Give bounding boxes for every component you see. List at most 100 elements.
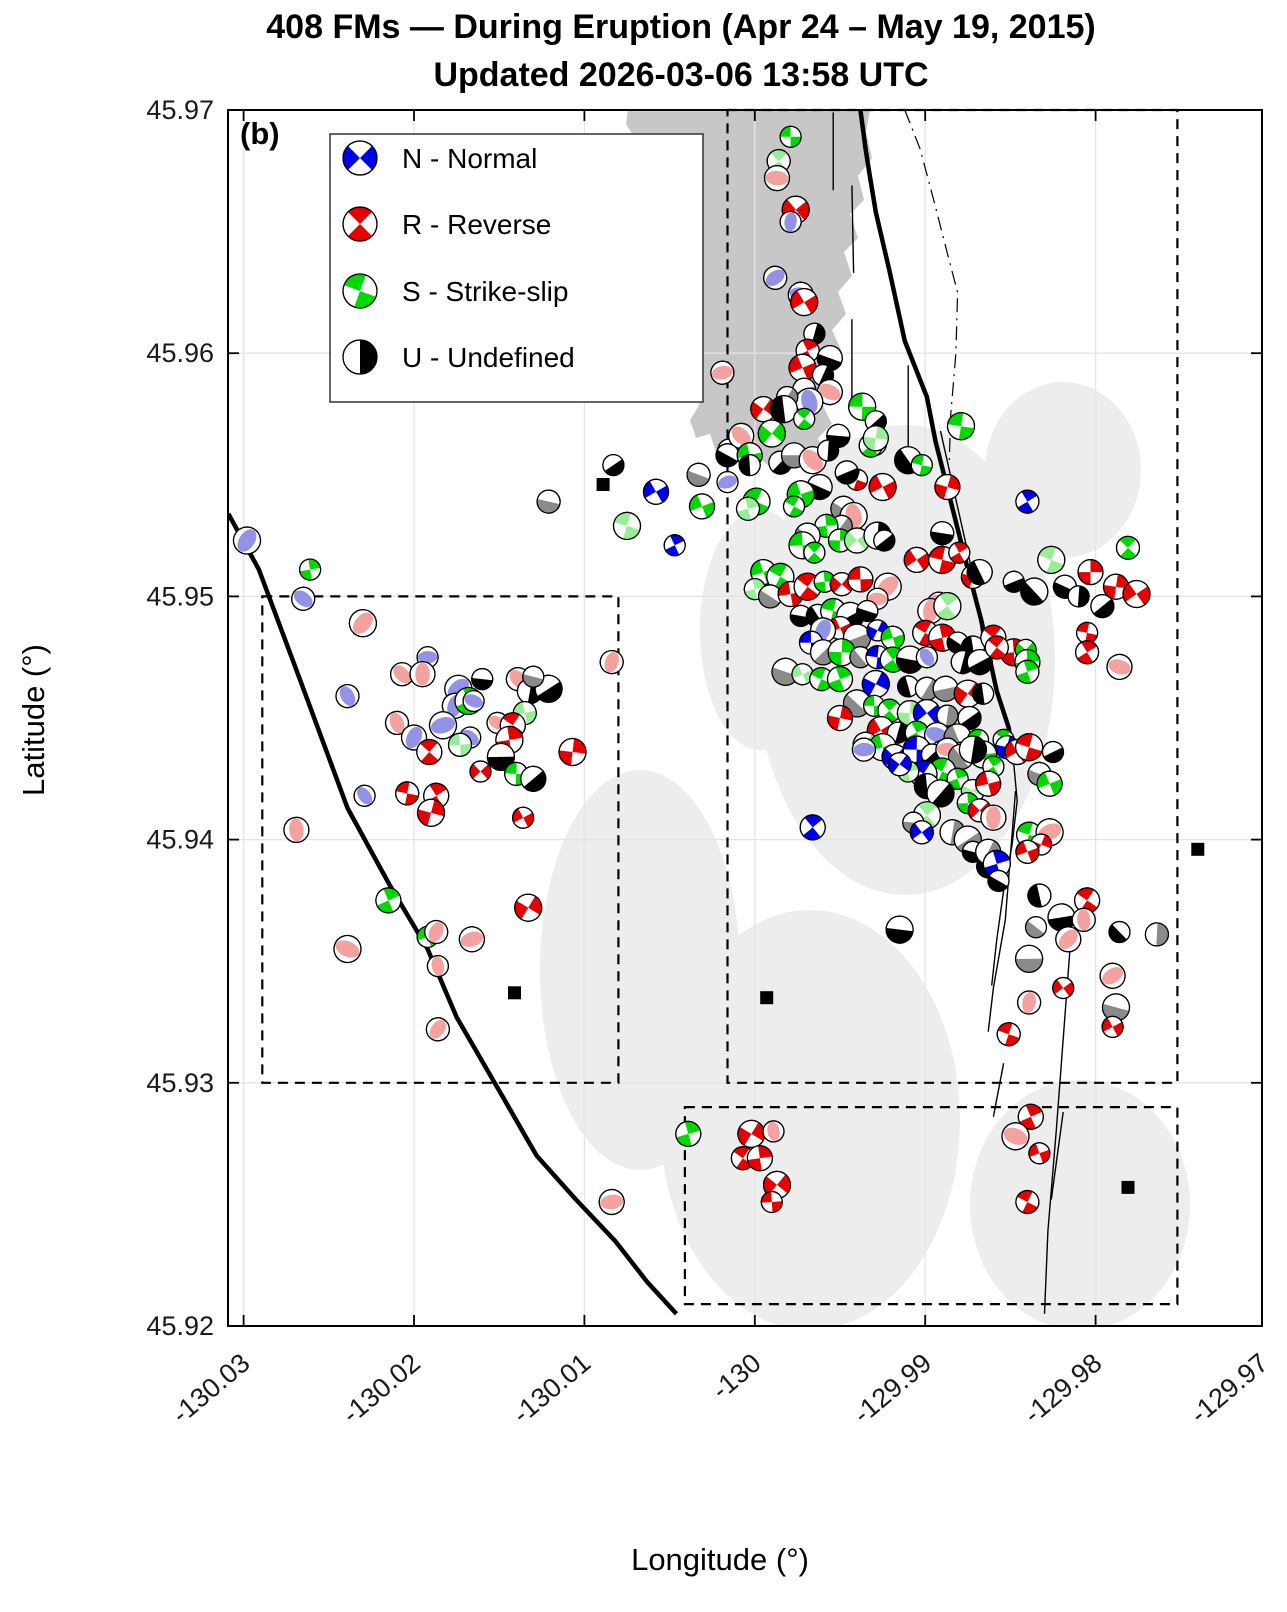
focal-mechanism-r <box>348 609 377 638</box>
focal-mechanism-S <box>946 412 976 441</box>
focal-mechanism-n <box>428 711 458 740</box>
focal-mechanism-N <box>982 849 1011 879</box>
y-tick-label: 45.95 <box>146 581 214 611</box>
caldera-wall-line <box>858 110 1017 765</box>
focal-mechanism-r <box>762 1120 785 1143</box>
focal-mechanism-s <box>735 496 761 521</box>
focal-mechanism-n <box>335 683 360 709</box>
focal-mechanism-R <box>868 472 897 502</box>
focal-mechanism-U <box>834 460 859 485</box>
focal-mechanism-S <box>803 541 826 564</box>
focal-mechanism-R <box>1074 640 1100 665</box>
focal-mechanism-R <box>395 781 420 806</box>
focal-mechanism-s <box>1037 545 1066 575</box>
focal-mechanism-s <box>843 527 871 554</box>
focal-mechanism-R <box>826 704 854 732</box>
focal-mechanism-u <box>757 584 783 609</box>
focal-mechanism-R <box>511 806 535 829</box>
focal-mechanism-u <box>522 665 545 688</box>
focal-mechanism-S <box>910 454 933 477</box>
focal-mechanism-u <box>914 676 940 701</box>
focal-mechanism-U <box>930 521 955 546</box>
focal-mechanism-U <box>987 869 1010 893</box>
axes-frame <box>227 109 1263 1327</box>
focal-mechanism-s <box>862 425 889 452</box>
focal-mechanism-R <box>558 737 587 767</box>
focal-mechanism-U <box>1020 577 1049 606</box>
focal-mechanism-r <box>980 804 1007 831</box>
focal-mechanism-R <box>1015 1189 1040 1215</box>
x-tick-label: -130.02 <box>336 1348 425 1430</box>
focal-mechanism-r <box>599 649 624 675</box>
fault-lines <box>228 110 1071 1316</box>
focal-mechanism-U <box>971 682 995 705</box>
y-tick-label: 45.96 <box>146 338 214 368</box>
focal-mechanism-n <box>779 210 802 233</box>
focal-mechanism-R <box>1015 839 1040 864</box>
y-tick-label: 45.92 <box>146 1311 214 1341</box>
legend-icon-S <box>342 273 378 309</box>
focal-mechanism-n <box>462 689 485 713</box>
focal-mechanism-N <box>799 814 826 841</box>
focal-mechanisms <box>232 125 1170 1216</box>
focal-mechanism-R <box>737 1119 766 1149</box>
focal-mechanism-r <box>426 954 449 978</box>
focal-mechanism-U <box>715 443 740 468</box>
focal-mechanism-N <box>912 698 942 728</box>
focal-mechanism-S <box>1036 770 1063 797</box>
focal-mechanism-r <box>1099 962 1126 989</box>
focal-mechanism-r <box>728 422 755 449</box>
station-square <box>760 991 774 1005</box>
focal-mechanism-R <box>1101 1015 1124 1039</box>
focal-mechanism-U <box>471 667 494 691</box>
x-tick-label: -129.98 <box>1018 1348 1107 1430</box>
station-square <box>1191 842 1205 856</box>
legend: N - Normal R - Reverse S - Strike-slip U… <box>329 133 704 403</box>
focal-mechanism-n <box>291 586 316 611</box>
x-tick-label: -130.03 <box>166 1348 255 1430</box>
focal-mechanism-r <box>1055 926 1082 953</box>
focal-mechanism-n <box>763 265 788 290</box>
x-tick-label: -130 <box>706 1348 767 1406</box>
panel-label: (b) <box>240 116 280 151</box>
figure-title: 408 FMs — During Eruption (Apr 24 – May … <box>266 8 1096 46</box>
focal-mechanism-r <box>710 360 735 385</box>
focal-mechanism-R <box>1075 621 1099 645</box>
legend-label-S: S - Strike-slip <box>402 276 568 307</box>
focal-mechanism-n <box>851 737 877 762</box>
focal-mechanism-R <box>903 546 930 574</box>
focal-mechanism-R <box>746 1145 774 1172</box>
focal-mechanism-s <box>447 732 473 757</box>
focal-mechanism-S <box>782 495 806 518</box>
focal-mechanism-r <box>816 379 843 406</box>
caldera-wall-line <box>228 512 679 1316</box>
focal-mechanism-U <box>885 915 914 944</box>
focal-mechanism-U <box>946 631 969 654</box>
lava-flow-light <box>660 910 960 1326</box>
figure-subtitle: Updated 2026-03-06 13:58 UTC <box>433 56 929 94</box>
focal-mechanism-n <box>915 646 939 669</box>
focal-mechanism-R <box>948 541 971 564</box>
focal-mechanism-S <box>688 493 716 520</box>
focal-mechanism-u <box>1014 944 1044 973</box>
focal-mechanism-n <box>353 784 376 807</box>
focal-mechanism-R <box>760 1190 783 1214</box>
focal-mechanism-N <box>909 820 934 845</box>
focal-mechanism-R <box>790 288 819 317</box>
focal-mechanism-r <box>425 1017 450 1042</box>
focal-mechanism-N <box>887 752 912 777</box>
legend-icon-N <box>342 140 378 176</box>
axis-ticks <box>228 109 1263 1327</box>
focal-mechanism-r <box>458 926 485 953</box>
focal-mechanism-s <box>612 511 642 541</box>
x-tick-label: -129.97 <box>1184 1348 1273 1430</box>
focal-mechanism-R <box>469 760 492 783</box>
focal-mechanism-U <box>816 439 840 462</box>
focal-mechanism-r <box>390 662 415 687</box>
x-tick-label: -129.99 <box>848 1348 937 1430</box>
legend-label-U: U - Undefined <box>402 342 575 373</box>
focal-mechanism-r <box>763 165 791 192</box>
focal-mechanism-U <box>958 735 988 764</box>
